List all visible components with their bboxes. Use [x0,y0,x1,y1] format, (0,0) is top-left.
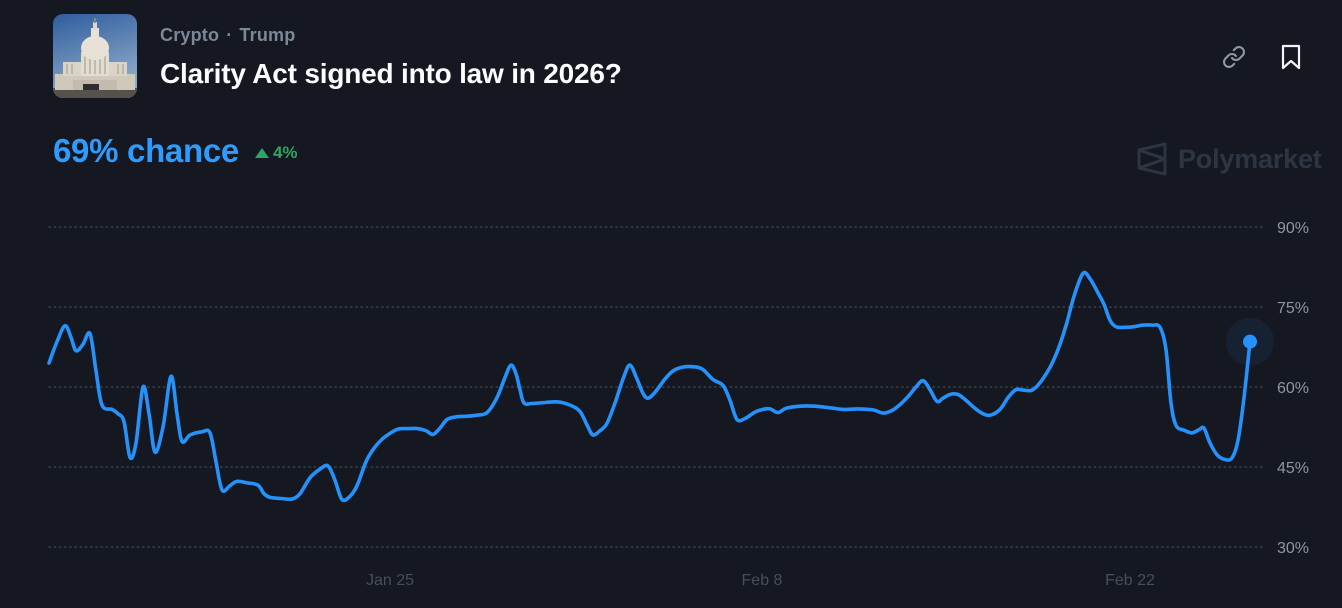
endpoint-dot [1243,334,1257,349]
arrow-up-icon [254,148,269,158]
polymarket-watermark: Polymarket [1136,141,1322,177]
y-axis-label: 90% [1277,220,1309,237]
x-axis-label: Feb 22 [1105,572,1155,589]
breadcrumb-separator: · [226,25,233,45]
y-axis-label: 60% [1277,380,1309,397]
y-axis-label: 30% [1277,540,1309,557]
y-axis-label: 75% [1277,300,1309,317]
market-thumbnail[interactable] [53,14,137,98]
header-actions [1222,44,1302,70]
bookmark-button[interactable] [1280,44,1302,70]
chance-delta: 4% [254,143,298,163]
x-axis-label: Feb 8 [742,572,783,589]
breadcrumb: Crypto · Trump [160,25,295,46]
breadcrumb-category[interactable]: Crypto [160,25,220,45]
price-line [47,270,1252,503]
market-title[interactable]: Clarity Act signed into law in 2026? [160,58,622,89]
chance-value: 69% chance [53,132,239,169]
x-axis-label: Jan 25 [366,572,414,589]
bookmark-icon [1281,44,1301,70]
link-icon [1223,46,1245,68]
breadcrumb-tag[interactable]: Trump [239,25,296,45]
polymarket-logo-icon [1137,142,1167,176]
chance-delta-value: 4% [272,143,298,162]
y-axis-label: 45% [1277,460,1309,477]
capitol-building-image [53,14,137,98]
chance-row: 69% chance 4% [53,132,298,170]
polymarket-watermark-text: Polymarket [1178,143,1322,174]
copy-link-button[interactable] [1222,45,1246,69]
